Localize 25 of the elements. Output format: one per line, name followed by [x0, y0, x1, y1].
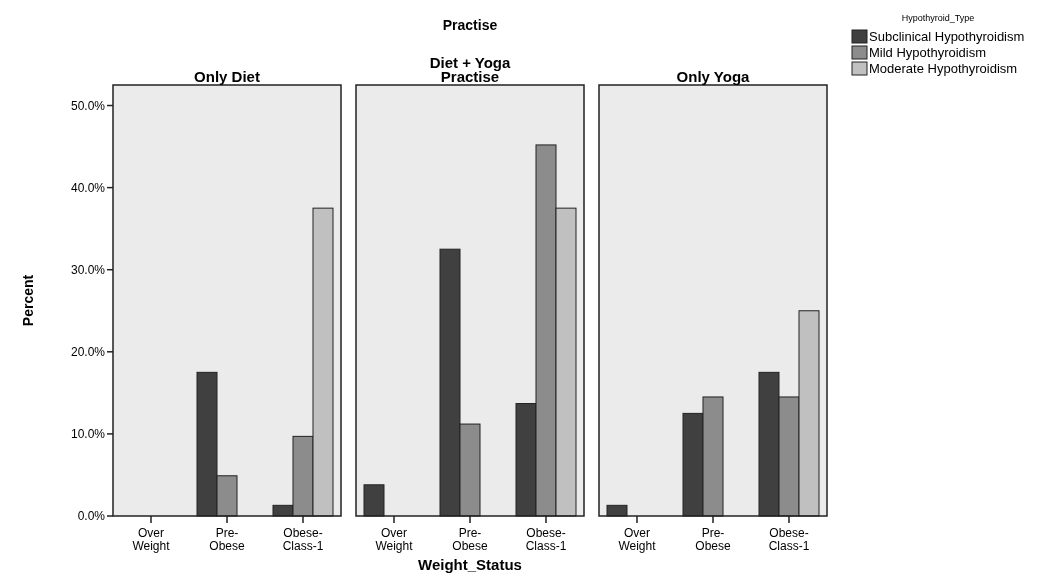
x-tick-label: Pre-Obese	[695, 526, 731, 553]
y-tick-label: 30.0%	[70, 262, 106, 277]
legend-label: Moderate Hypothyroidism	[869, 61, 1018, 76]
x-tick-label: Obese-Class-1	[282, 526, 324, 553]
x-tick-label: Over Weight	[132, 526, 171, 553]
text: Practise	[442, 17, 498, 33]
x-tick-label: Over Weight	[375, 526, 414, 553]
legend-label: Subclinical Hypothyroidism	[869, 29, 1025, 44]
x-axis-title: Weight_Status	[418, 556, 522, 573]
chart-title: Diet + Yoga Practise	[429, 54, 512, 85]
y-tick-label: 10.0%	[70, 426, 106, 441]
y-tick-label: 50.0%	[70, 98, 106, 113]
x-tick-label: Over Weight	[618, 526, 657, 553]
x-tick-label: Pre-Obese	[452, 526, 488, 553]
y-tick-label: 0.0%	[77, 509, 106, 523]
x-tick-label: Obese-Class-1	[525, 526, 567, 553]
x-tick-label: Obese-Class-1	[768, 526, 810, 553]
legend-title: Hypothyroid_Type	[901, 13, 975, 23]
y-axis-title: Percent	[20, 274, 36, 327]
chart-title: Only Diet	[194, 68, 260, 85]
legend-label: Mild Hypothyroidism	[869, 45, 987, 60]
x-tick-label: Pre-Obese	[209, 526, 245, 553]
chart-title: Only Yoga	[676, 68, 751, 85]
y-tick-label: 20.0%	[70, 344, 106, 359]
y-tick-label: 40.0%	[70, 180, 106, 195]
